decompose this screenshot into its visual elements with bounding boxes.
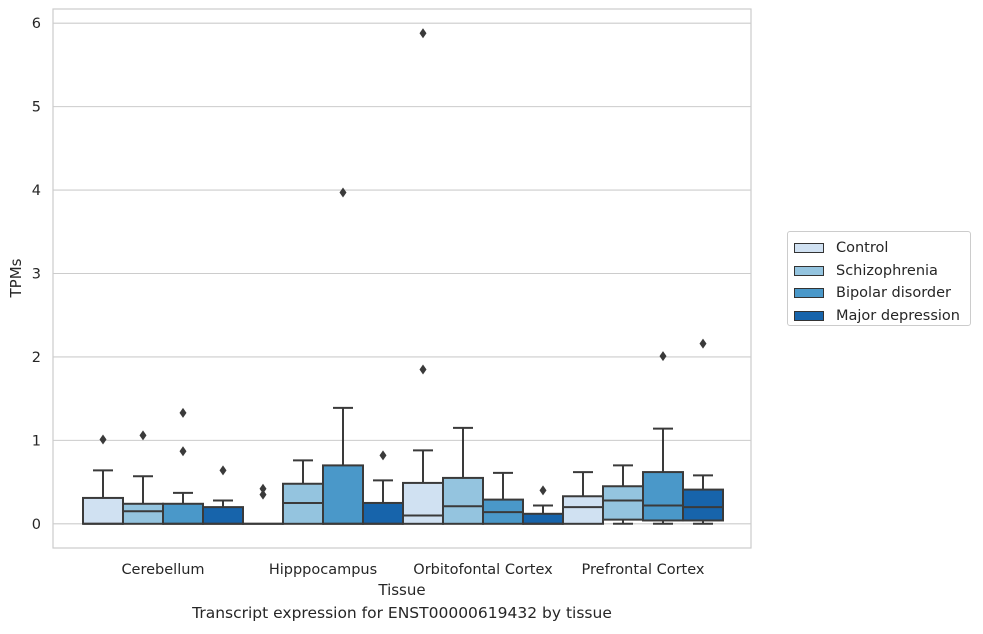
box-major-depression (682, 338, 724, 525)
legend-item: Control (793, 237, 970, 260)
legend-label: Major depression (836, 307, 960, 324)
x-axis-label: Tissue (377, 581, 425, 599)
outlier-point (419, 28, 427, 39)
box-schizophrenia (282, 459, 324, 525)
outlier-point (699, 338, 707, 349)
legend-label: Bipolar disorder (836, 285, 951, 302)
y-tick-label: 5 (32, 100, 41, 116)
legend-label: Schizophrenia (836, 262, 938, 279)
box-body (562, 495, 604, 525)
box-body (322, 464, 364, 525)
y-axis-label: TPMs (7, 258, 25, 298)
figure-title: Transcript expression for ENST0000061943… (192, 604, 612, 622)
legend-item: Major depression (793, 305, 970, 328)
box-body (682, 488, 724, 522)
box-schizophrenia (122, 430, 164, 525)
outlier-point (259, 489, 267, 500)
x-tick-label: Prefrontal Cortex (582, 562, 705, 578)
box-body (602, 485, 644, 521)
y-tick-label: 6 (32, 16, 41, 32)
box-body (162, 502, 204, 525)
box-bipolar-disorder (322, 187, 364, 525)
plot-frame (52, 8, 752, 549)
box-body (402, 481, 444, 525)
box-body (122, 502, 164, 525)
outlier-point (259, 483, 267, 494)
legend-swatch (794, 265, 824, 276)
legend-item: Bipolar disorder (793, 282, 970, 305)
box-body (82, 496, 124, 525)
outlier-point (379, 450, 387, 461)
x-tick-labels: Cerebellum Hipppocampus Orbitofontal Corte… (121, 562, 704, 578)
box-control (562, 471, 604, 525)
box-schizophrenia (442, 426, 484, 525)
outlier-point (179, 446, 187, 457)
x-tick-label: Orbitofontal Cortex (413, 562, 553, 578)
box-body (522, 512, 564, 525)
y-tick-label: 2 (32, 350, 41, 366)
box-schizophrenia (602, 464, 644, 525)
x-tick-label: Hipppocampus (269, 562, 377, 578)
legend: Control Schizophrenia Bipolar disorder Majo… (787, 231, 971, 326)
y-tick-labels: 0 1 2 3 4 5 6 (32, 16, 41, 533)
box-major-depression (202, 465, 244, 525)
outlier-point (659, 351, 667, 362)
legend-swatch (794, 310, 824, 321)
box-bipolar-disorder (482, 471, 524, 525)
legend-swatch (794, 243, 824, 254)
box-bipolar-disorder (162, 407, 204, 525)
box-body (442, 476, 484, 525)
legend-label: Control (836, 240, 889, 257)
y-tick-label: 0 (32, 517, 41, 533)
box-control (402, 364, 444, 525)
box-control (82, 434, 124, 525)
box-body (642, 471, 684, 522)
box-major-depression (362, 450, 404, 525)
legend-swatch (794, 288, 824, 299)
outlier-point (99, 434, 107, 445)
box-body (202, 506, 244, 525)
outlier-point (219, 465, 227, 476)
x-tick-label: Cerebellum (121, 562, 204, 578)
box-major-depression (522, 485, 564, 525)
outlier-point (339, 187, 347, 198)
y-tick-label: 3 (32, 266, 41, 282)
outlier-point (539, 485, 547, 496)
grid-lines (53, 22, 751, 525)
outlier-point (419, 364, 427, 375)
outlier-point (179, 407, 187, 418)
y-tick-label: 4 (32, 183, 41, 199)
legend-item: Schizophrenia (793, 260, 970, 283)
boxes (82, 28, 724, 525)
box-bipolar-disorder (642, 351, 684, 525)
box-body (362, 501, 404, 525)
outlier-point (139, 430, 147, 441)
y-tick-label: 1 (32, 433, 41, 449)
